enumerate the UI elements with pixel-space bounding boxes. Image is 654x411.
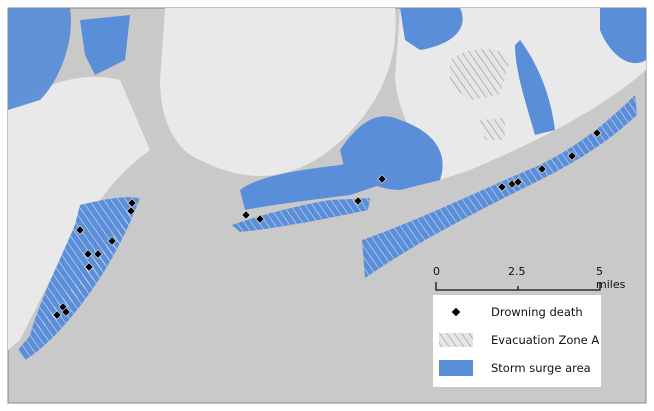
- drowning-death-marker: [107, 236, 117, 246]
- drowning-death-marker: [61, 307, 71, 317]
- scale-tick-2-5: 2.5: [508, 265, 526, 278]
- scale-tick-5: 5 miles: [596, 265, 626, 291]
- blue-fill-icon: [439, 360, 473, 376]
- drowning-death-marker: [127, 198, 137, 208]
- drowning-death-marker: [377, 174, 387, 184]
- legend: Drowning death Evacuation Zone A Storm s…: [433, 295, 601, 387]
- legend-item-evacuation-zone: Evacuation Zone A: [433, 329, 601, 351]
- drowning-death-marker: [75, 225, 85, 235]
- drowning-death-marker: [241, 210, 251, 220]
- diamond-marker-icon: [451, 307, 461, 317]
- drowning-death-marker: [93, 249, 103, 259]
- drowning-death-marker: [126, 206, 136, 216]
- drowning-death-marker: [84, 262, 94, 272]
- drowning-death-marker: [255, 214, 265, 224]
- drowning-death-marker: [83, 249, 93, 259]
- legend-item-drowning-death: Drowning death: [433, 301, 601, 323]
- scale-bar-labels: 0 2.5 5 miles: [433, 265, 625, 295]
- drowning-death-marker: [52, 310, 62, 320]
- drowning-death-marker: [567, 151, 577, 161]
- scale-tick-0: 0: [433, 265, 440, 278]
- drowning-death-marker: [353, 196, 363, 206]
- drowning-death-marker: [592, 128, 602, 138]
- land: [8, 8, 646, 351]
- drowning-deaths: [52, 128, 602, 320]
- drowning-death-marker: [537, 164, 547, 174]
- legend-item-storm-surge: Storm surge area: [433, 357, 601, 379]
- diagonal-hatch-icon: [439, 333, 473, 347]
- scale-bar: [435, 282, 601, 291]
- drowning-death-marker: [497, 182, 507, 192]
- drowning-death-marker: [513, 177, 523, 187]
